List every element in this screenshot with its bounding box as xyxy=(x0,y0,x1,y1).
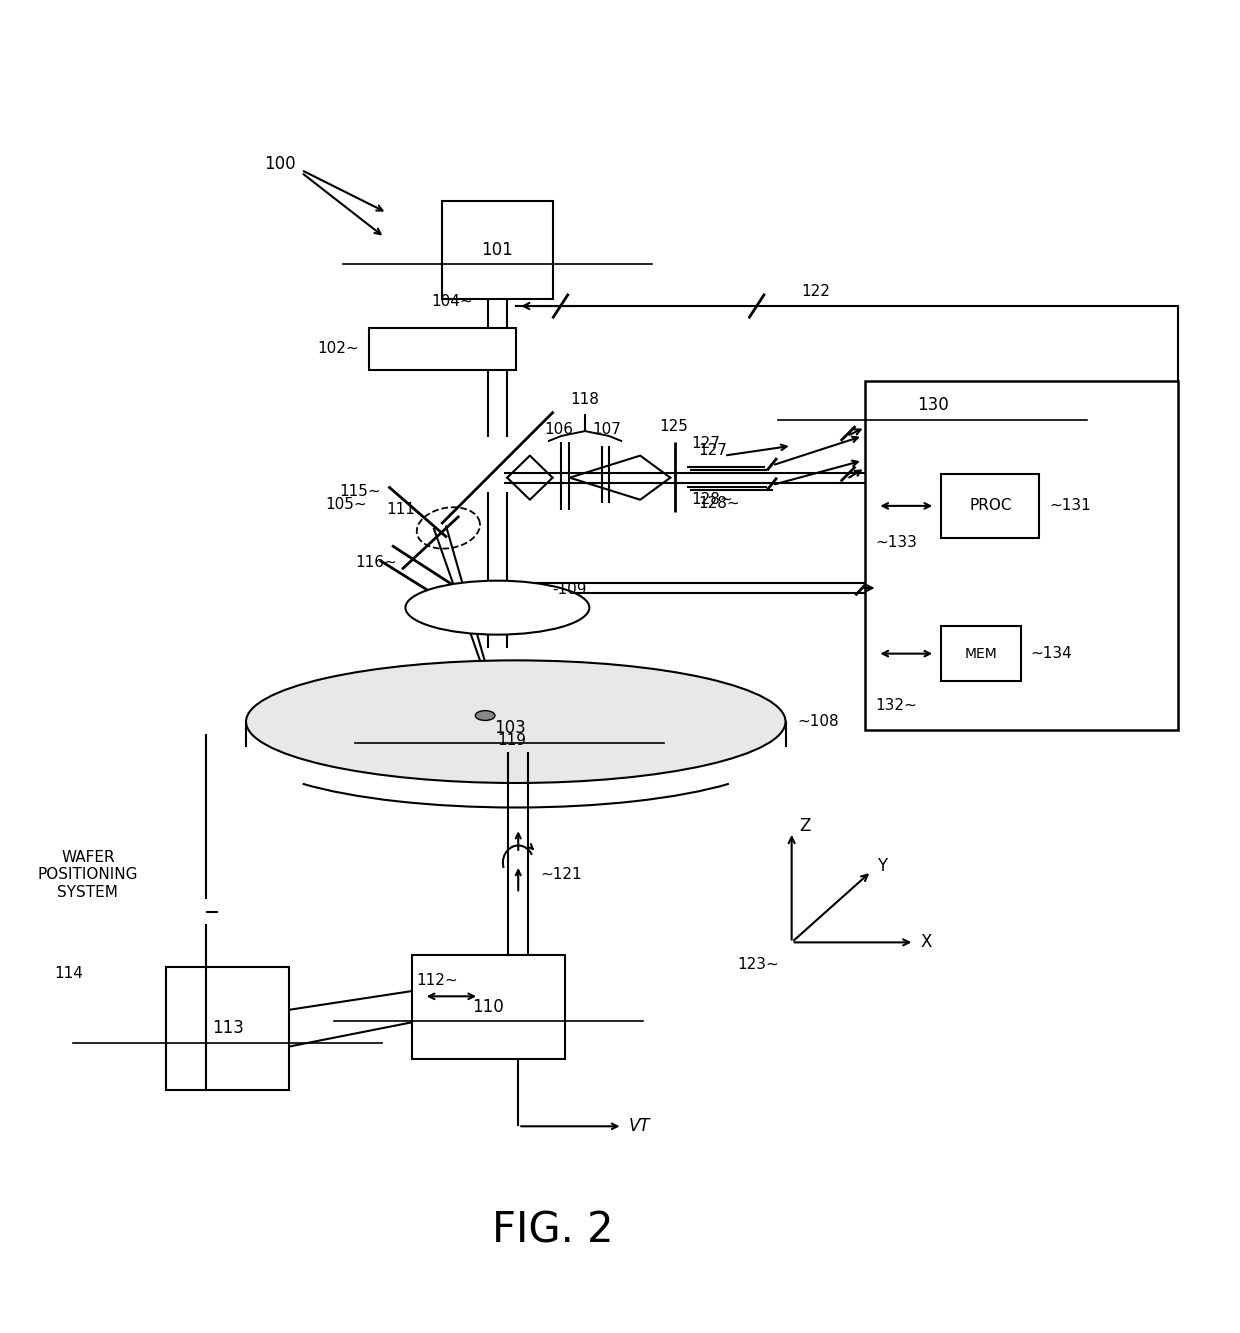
Text: 107: 107 xyxy=(591,423,621,437)
Text: 102~: 102~ xyxy=(317,341,358,356)
Text: ~133: ~133 xyxy=(875,535,916,551)
Text: PROC: PROC xyxy=(968,499,1012,513)
Text: 115~: 115~ xyxy=(340,484,381,499)
Text: -109: -109 xyxy=(553,581,587,597)
Text: 127: 127 xyxy=(691,436,720,451)
Text: 122: 122 xyxy=(802,284,831,299)
Bar xyxy=(368,328,516,369)
Text: X: X xyxy=(920,933,931,952)
Text: 112~: 112~ xyxy=(417,973,458,988)
Text: 105~: 105~ xyxy=(326,497,367,512)
Bar xyxy=(443,200,553,299)
Text: 111: 111 xyxy=(387,503,415,517)
Ellipse shape xyxy=(246,660,785,782)
Text: WAFER
POSITIONING
SYSTEM: WAFER POSITIONING SYSTEM xyxy=(37,850,138,900)
Text: 110: 110 xyxy=(472,997,505,1016)
Text: VT: VT xyxy=(629,1117,650,1136)
Text: 104~: 104~ xyxy=(432,293,472,309)
Text: ~134: ~134 xyxy=(1030,647,1073,661)
Text: 119: 119 xyxy=(497,733,527,748)
Bar xyxy=(166,966,289,1089)
Bar xyxy=(866,381,1178,730)
Text: ~131: ~131 xyxy=(1049,499,1091,513)
Text: MEM: MEM xyxy=(965,647,997,661)
Text: 128~: 128~ xyxy=(698,496,740,511)
Text: 113: 113 xyxy=(212,1020,243,1037)
Text: 114: 114 xyxy=(53,965,83,981)
Text: 125: 125 xyxy=(660,419,688,433)
Text: 132~: 132~ xyxy=(875,698,916,713)
Text: 103: 103 xyxy=(494,718,526,737)
Bar xyxy=(941,475,1039,537)
Text: 101: 101 xyxy=(481,241,513,259)
Bar xyxy=(941,627,1021,681)
Text: 130: 130 xyxy=(916,396,949,415)
Bar xyxy=(412,954,565,1058)
Ellipse shape xyxy=(475,710,495,720)
Text: 123~: 123~ xyxy=(738,957,780,972)
Text: 128~: 128~ xyxy=(691,492,733,508)
Text: 106: 106 xyxy=(544,423,573,437)
Text: 100: 100 xyxy=(264,155,296,173)
Text: Z: Z xyxy=(799,817,811,834)
Ellipse shape xyxy=(405,581,589,635)
Text: 127: 127 xyxy=(698,443,728,459)
Text: ~108: ~108 xyxy=(797,714,839,729)
Text: Y: Y xyxy=(878,857,888,876)
Text: FIG. 2: FIG. 2 xyxy=(492,1209,614,1252)
Text: 118: 118 xyxy=(570,392,599,407)
Text: ~121: ~121 xyxy=(541,868,582,882)
Text: 116~: 116~ xyxy=(355,555,397,569)
